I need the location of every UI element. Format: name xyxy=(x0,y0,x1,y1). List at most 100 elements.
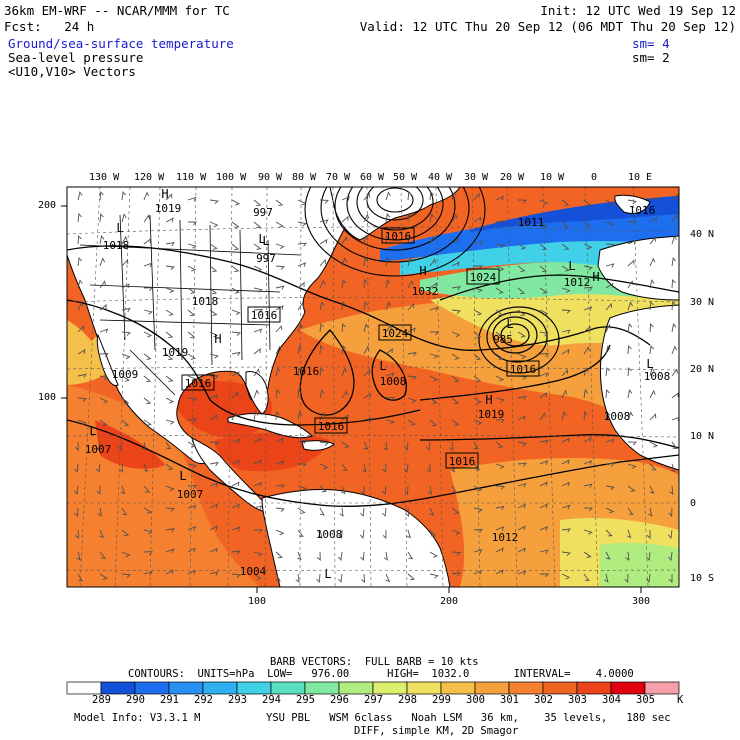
wind-barb xyxy=(187,243,197,249)
wind-barb xyxy=(473,485,483,492)
wind-barb xyxy=(649,367,655,377)
pressure-box-label: 1016 xyxy=(251,309,278,322)
wind-barb xyxy=(165,569,174,575)
wind-barb xyxy=(605,282,614,289)
wind-barb xyxy=(231,243,240,251)
wind-barb xyxy=(429,551,438,558)
low-pressure-marker: L xyxy=(506,317,513,331)
low-pressure-marker: L xyxy=(646,357,653,371)
pressure-value: 1012 xyxy=(564,276,591,289)
wind-barb xyxy=(473,375,482,383)
wind-barb xyxy=(561,348,570,355)
wind-barb xyxy=(341,367,348,377)
wind-barb xyxy=(473,419,483,426)
high-pressure-marker: H xyxy=(214,332,221,346)
wind-barb xyxy=(539,287,548,294)
wind-barb xyxy=(451,529,461,536)
wind-barb xyxy=(517,570,527,576)
wind-barb xyxy=(341,195,351,201)
wind-barb xyxy=(671,257,677,267)
wind-barb xyxy=(539,199,549,206)
wind-barb xyxy=(231,199,241,206)
wind-barb xyxy=(517,503,526,509)
wind-barb xyxy=(297,411,303,421)
lon-label: 100 W xyxy=(216,172,247,183)
wind-barb xyxy=(209,394,219,400)
wind-barb xyxy=(209,525,218,531)
wind-barb xyxy=(385,573,391,583)
wind-barb xyxy=(121,507,128,516)
wind-barb xyxy=(583,507,594,512)
wind-barb xyxy=(77,573,84,582)
wind-barb xyxy=(275,410,280,421)
wind-barb xyxy=(646,529,651,539)
wind-barb xyxy=(297,302,304,311)
wind-barb xyxy=(539,525,549,531)
wind-barb xyxy=(253,505,263,510)
wind-barb xyxy=(539,391,547,399)
wind-barb xyxy=(649,300,654,311)
wind-barb xyxy=(231,438,241,444)
wind-barb xyxy=(451,485,458,494)
lat-label: 30 N xyxy=(690,297,715,308)
pressure-box xyxy=(381,227,415,244)
wind-barb xyxy=(275,437,284,443)
wind-barb xyxy=(561,504,571,510)
colorbar-swatch xyxy=(610,681,646,695)
wind-barb xyxy=(473,353,482,361)
wind-barb xyxy=(407,212,412,223)
pressure-value: 1016 xyxy=(293,365,320,378)
wind-barb xyxy=(341,215,349,223)
sst-pacific-hot xyxy=(95,420,165,469)
wind-barb xyxy=(649,279,655,289)
wind-barb xyxy=(99,353,109,357)
wind-barb xyxy=(649,345,654,355)
wind-barb xyxy=(583,389,589,399)
wind-barb xyxy=(451,261,460,267)
wind-barb xyxy=(561,221,570,229)
pressure-value: 1007 xyxy=(177,488,204,501)
wind-barb xyxy=(385,234,390,245)
wind-barb xyxy=(341,257,347,267)
wind-barb xyxy=(385,397,395,401)
pressure-value: 1018 xyxy=(192,295,219,308)
lat-label: 0 xyxy=(690,498,697,509)
wind-barb xyxy=(668,574,673,584)
wind-barb xyxy=(385,256,390,267)
wind-barb xyxy=(539,331,549,337)
wind-barb xyxy=(275,304,284,311)
wind-barb xyxy=(451,397,460,405)
lon-label: 10 E xyxy=(628,172,653,183)
wind-barb xyxy=(362,463,367,473)
wind-barb xyxy=(495,243,505,249)
wind-barb xyxy=(231,503,240,509)
wind-barb xyxy=(429,282,437,289)
wind-barb xyxy=(649,216,658,223)
wind-barb xyxy=(253,437,262,443)
wind-barb xyxy=(583,243,593,250)
wind-barb xyxy=(363,441,369,450)
wind-barb xyxy=(121,353,131,360)
field-sm-sst: sm= 4 xyxy=(632,36,670,51)
wind-barb xyxy=(429,235,436,245)
wind-barb xyxy=(77,212,82,223)
wind-barb xyxy=(627,323,633,333)
wind-barb xyxy=(143,397,152,405)
wind-barb xyxy=(121,213,127,223)
wind-barb xyxy=(165,397,175,404)
wind-barb xyxy=(605,263,615,268)
pressure-box xyxy=(445,452,479,469)
wind-barb xyxy=(583,346,590,355)
wind-barb xyxy=(404,485,409,496)
valid-time: Valid: 12 UTC Thu 20 Sep 12 (06 MDT Thu … xyxy=(359,19,736,34)
model-info-label: Model Info: V3.3.1 M xyxy=(74,712,201,724)
wind-barb xyxy=(517,221,527,227)
barb-vectors-line: BARB VECTORS: FULL BARB = 10 kts xyxy=(270,656,479,668)
wind-barb xyxy=(120,485,126,495)
wind-barb xyxy=(646,551,651,562)
wind-barb xyxy=(209,441,220,446)
colorbar-tick-label: 295 xyxy=(296,694,315,706)
wind-barb xyxy=(649,485,655,494)
wind-barb xyxy=(385,191,391,201)
wind-barb xyxy=(77,191,83,201)
